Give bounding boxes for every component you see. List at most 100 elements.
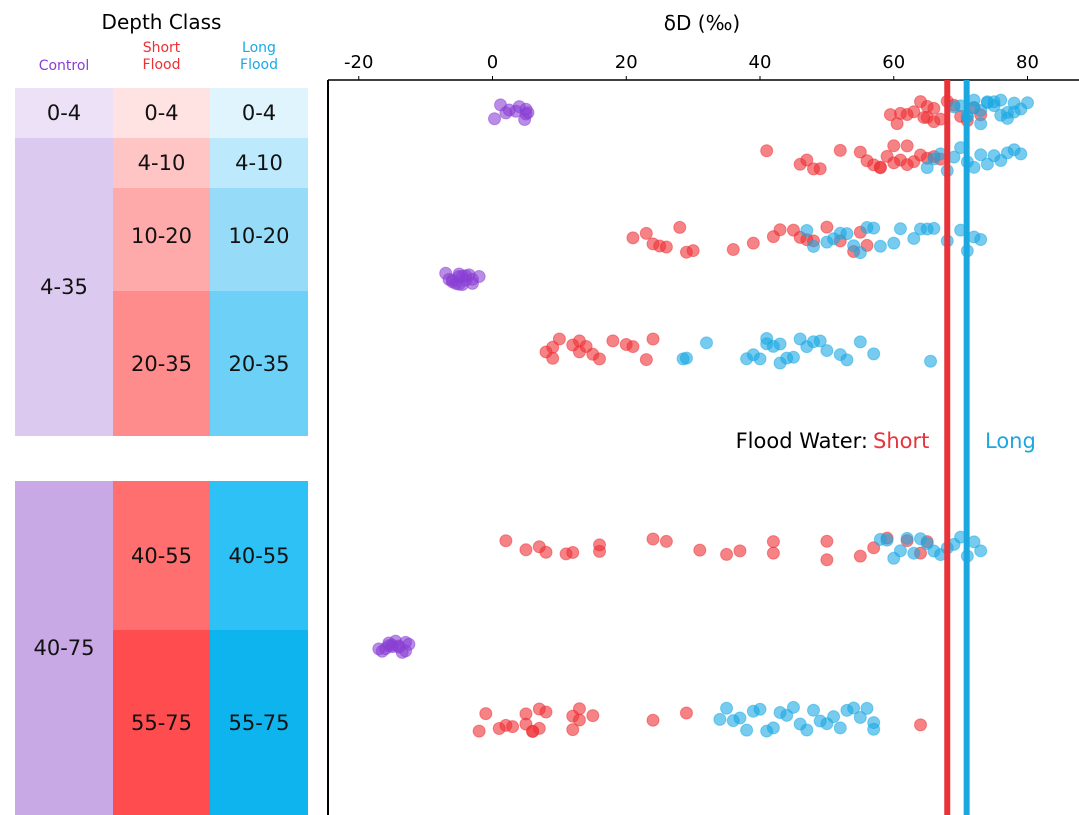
data-point — [479, 707, 493, 721]
data-point — [465, 276, 479, 290]
data-point — [566, 545, 580, 559]
data-point — [1000, 105, 1014, 119]
data-point — [472, 724, 486, 738]
data-point — [572, 713, 586, 727]
depth-cell: 20-35 — [210, 291, 308, 436]
data-point — [786, 700, 800, 714]
data-point — [847, 701, 861, 715]
data-point — [455, 269, 469, 283]
data-point — [880, 533, 894, 547]
depth-cell: 55-75 — [113, 630, 210, 815]
x-axis-label: δD (‰) — [664, 11, 740, 35]
x-tick-label: 0 — [487, 52, 498, 73]
annotation: Flood Water: — [736, 429, 868, 453]
data-point — [539, 705, 553, 719]
data-point — [733, 711, 747, 725]
data-point — [853, 335, 867, 349]
data-point — [488, 112, 502, 126]
data-point — [679, 351, 693, 365]
x-tick-label: 80 — [1016, 52, 1039, 73]
data-point — [900, 158, 914, 172]
depth-cell: 40-55 — [210, 481, 308, 630]
data-point — [499, 534, 513, 548]
x-tick-label: 60 — [882, 52, 905, 73]
data-point — [519, 543, 533, 557]
depth-cell: 20-35 — [113, 291, 210, 436]
data-point — [733, 544, 747, 558]
data-point — [813, 162, 827, 176]
data-point — [800, 153, 814, 167]
data-point — [673, 220, 687, 234]
data-point — [800, 224, 814, 238]
data-point — [546, 340, 560, 354]
data-point — [679, 706, 693, 720]
depth-cell: 0-4 — [210, 88, 308, 138]
table-title: Depth Class — [101, 10, 222, 34]
data-point — [807, 703, 821, 717]
data-point — [920, 161, 934, 175]
data-point — [586, 709, 600, 723]
data-point — [867, 716, 881, 730]
data-point — [382, 636, 396, 650]
data-point — [773, 223, 787, 237]
data-point — [820, 220, 834, 234]
data-point — [693, 543, 707, 557]
data-point — [853, 246, 867, 260]
depth-cell: 40-55 — [113, 481, 210, 630]
data-point — [974, 148, 988, 162]
data-point — [994, 93, 1008, 107]
data-point — [907, 105, 921, 119]
data-point — [639, 353, 653, 367]
data-point — [720, 547, 734, 561]
data-point — [753, 352, 767, 366]
data-point — [519, 707, 533, 721]
x-tick-label: -20 — [344, 52, 373, 73]
data-point — [399, 644, 413, 658]
data-point — [873, 161, 887, 175]
data-point — [659, 240, 673, 254]
data-point — [646, 332, 660, 346]
depth-cell: 4-10 — [210, 138, 308, 188]
data-point — [800, 723, 814, 737]
depth-cell: 40-75 — [15, 481, 113, 815]
data-point — [753, 702, 767, 716]
data-point — [820, 553, 834, 567]
data-point — [853, 549, 867, 563]
data-point — [920, 110, 934, 124]
column-header: Short Flood — [142, 40, 181, 73]
data-point — [907, 546, 921, 560]
data-point — [893, 222, 907, 236]
data-point — [766, 535, 780, 549]
annotation-label: Long — [985, 429, 1036, 453]
data-point — [907, 231, 921, 245]
data-point — [626, 231, 640, 245]
data-point — [924, 354, 938, 368]
data-point — [713, 712, 727, 726]
data-point — [532, 721, 546, 735]
depth-cell: 0-4 — [113, 88, 210, 138]
data-point — [506, 720, 520, 734]
data-point — [827, 710, 841, 724]
data-point — [760, 144, 774, 158]
data-point — [980, 157, 994, 171]
data-point — [980, 96, 994, 110]
data-point — [518, 113, 532, 127]
data-point — [746, 236, 760, 250]
data-point — [807, 239, 821, 253]
data-point — [773, 337, 787, 351]
depth-cell: 10-20 — [210, 188, 308, 291]
data-point — [626, 340, 640, 354]
data-point — [840, 353, 854, 367]
data-point — [539, 545, 553, 559]
data-point — [760, 331, 774, 345]
column-header: Control — [38, 58, 90, 74]
data-point — [867, 221, 881, 235]
data-point — [593, 352, 607, 366]
data-point — [606, 334, 620, 348]
data-point — [967, 93, 981, 107]
data-point — [813, 334, 827, 348]
data-point — [833, 143, 847, 157]
annotation-label: Short — [873, 429, 929, 453]
